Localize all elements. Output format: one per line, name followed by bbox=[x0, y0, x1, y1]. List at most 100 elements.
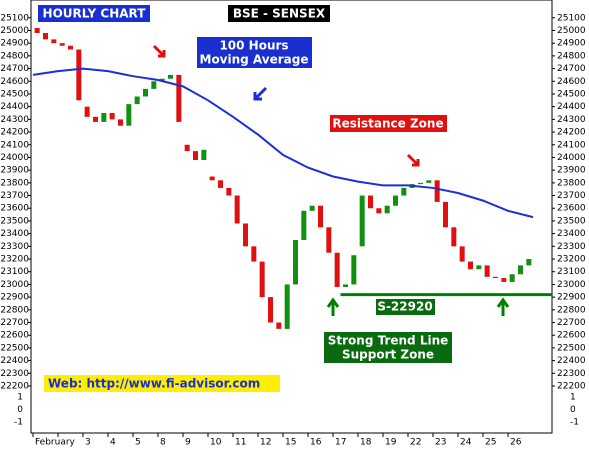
y-tick-label: 23600 bbox=[557, 204, 586, 214]
y-tick-label: 22400 bbox=[0, 356, 29, 366]
candle-body bbox=[76, 49, 82, 101]
y-tick-label: 24700 bbox=[0, 64, 29, 74]
y-tick-label: 1 bbox=[570, 393, 576, 403]
y-tick-label: 24800 bbox=[557, 51, 586, 61]
y-tick-label: 22800 bbox=[0, 305, 29, 315]
y-tick-label: 22300 bbox=[0, 369, 29, 379]
y-tick-label: 23700 bbox=[0, 191, 29, 201]
candle-body bbox=[184, 144, 190, 152]
y-tick-label: 22700 bbox=[557, 318, 586, 328]
candle-body bbox=[276, 322, 282, 329]
candle-body bbox=[201, 149, 207, 160]
y-tick-label: 22300 bbox=[557, 369, 586, 379]
candle-body bbox=[443, 201, 448, 228]
y-tick-label: 24600 bbox=[557, 77, 586, 87]
annotation-box bbox=[197, 37, 312, 68]
candle-body bbox=[68, 45, 73, 50]
candle-body bbox=[301, 210, 307, 240]
moving-average bbox=[32, 67, 534, 219]
x-tick-label: 24 bbox=[460, 438, 472, 448]
candle-body bbox=[484, 265, 490, 277]
y-tick-label: 22200 bbox=[557, 382, 586, 392]
marks: 22200 22200 22300 22300 22400 22400 22500 22500… bbox=[0, 13, 586, 447]
y-tick-label: 23900 bbox=[0, 166, 29, 176]
y-tick-label: 22500 bbox=[557, 343, 586, 353]
y-tick-label: 24700 bbox=[557, 64, 586, 74]
y-tick-label: 23800 bbox=[557, 178, 586, 188]
y-tick-label: -1 bbox=[570, 418, 579, 428]
y-tick-label: 22600 bbox=[0, 331, 29, 341]
subtitle-box bbox=[228, 5, 330, 22]
candle-body bbox=[51, 39, 57, 44]
y-tick-label: 24000 bbox=[0, 153, 29, 163]
annotation: Moving Average bbox=[200, 53, 309, 67]
candle-body bbox=[243, 223, 248, 247]
candle-body bbox=[159, 78, 165, 82]
y-tick-label: 22500 bbox=[0, 343, 29, 353]
y-tick-label: 22900 bbox=[557, 293, 586, 303]
subtitle: BSE - SENSEX bbox=[233, 7, 326, 21]
y-tick-label: 25100 bbox=[557, 13, 586, 23]
y-tick-label: 0 bbox=[570, 405, 576, 415]
y-tick-label: 23200 bbox=[0, 255, 29, 265]
y-tick-label: 22200 bbox=[0, 382, 29, 392]
x-tick-label: 22 bbox=[410, 438, 421, 448]
x-tick-label: 11 bbox=[235, 438, 246, 448]
candle-body bbox=[193, 151, 198, 160]
candle-body bbox=[368, 195, 373, 209]
candle-body bbox=[234, 195, 240, 224]
y-tick-label: 24300 bbox=[557, 115, 586, 125]
candle-body bbox=[384, 205, 390, 214]
annotation: Resistance Zone bbox=[332, 117, 443, 131]
candle-body bbox=[218, 180, 223, 188]
candle-body bbox=[526, 259, 532, 266]
y-tick-label: 23500 bbox=[557, 216, 586, 226]
candle-body bbox=[509, 274, 515, 282]
candle-body bbox=[518, 265, 523, 275]
y-tick-label: 24900 bbox=[557, 39, 586, 49]
candle-body bbox=[143, 88, 148, 97]
candle-body bbox=[343, 284, 348, 287]
candle-body bbox=[59, 43, 65, 46]
candle-body bbox=[434, 180, 440, 202]
candle-body bbox=[501, 278, 507, 282]
y-tick-label: 23000 bbox=[0, 280, 29, 290]
x-tick-label: 10 bbox=[210, 438, 222, 448]
y-tick-label: 23100 bbox=[0, 267, 29, 277]
candle-body bbox=[418, 182, 423, 185]
candle-body bbox=[359, 195, 365, 247]
candle-body bbox=[426, 180, 432, 183]
annotation: Web: http://www.fi-advisor.com bbox=[48, 377, 260, 391]
x-tick-label: 26 bbox=[510, 438, 522, 448]
y-tick-label: 23300 bbox=[0, 242, 29, 252]
y-tick-label: 25000 bbox=[0, 26, 29, 36]
candle-body bbox=[393, 195, 398, 206]
candle-body bbox=[334, 252, 340, 287]
y-tick-label: 23900 bbox=[557, 166, 586, 176]
candle-body bbox=[318, 205, 323, 228]
candle-body bbox=[309, 205, 315, 211]
y-tick-label: 24200 bbox=[557, 128, 586, 138]
x-tick-label: 19 bbox=[385, 438, 397, 448]
x-tick-label: 4 bbox=[110, 438, 116, 448]
y-tick-label: 23400 bbox=[0, 229, 29, 239]
y-tick-label: 23700 bbox=[557, 191, 586, 201]
arrows bbox=[152, 44, 510, 316]
x-tick-label: 5 bbox=[135, 438, 141, 448]
annotation-box bbox=[324, 332, 452, 363]
y-tick-label: 22900 bbox=[0, 293, 29, 303]
candle-body bbox=[351, 255, 357, 285]
candle-body bbox=[401, 187, 407, 196]
x-tick-label: 17 bbox=[335, 438, 346, 448]
annotation-box bbox=[330, 115, 447, 132]
y-tick-label: 23200 bbox=[557, 255, 586, 265]
y-tick-label: 25000 bbox=[557, 26, 586, 36]
y-tick-label: 24400 bbox=[557, 102, 586, 112]
candle-body bbox=[101, 113, 107, 122]
candle-body bbox=[376, 208, 382, 214]
annotation: S-22920 bbox=[377, 300, 432, 314]
y-tick-label: 22400 bbox=[557, 356, 586, 366]
x-tick-label: 25 bbox=[485, 438, 496, 448]
annotation: Support Zone bbox=[342, 348, 434, 362]
